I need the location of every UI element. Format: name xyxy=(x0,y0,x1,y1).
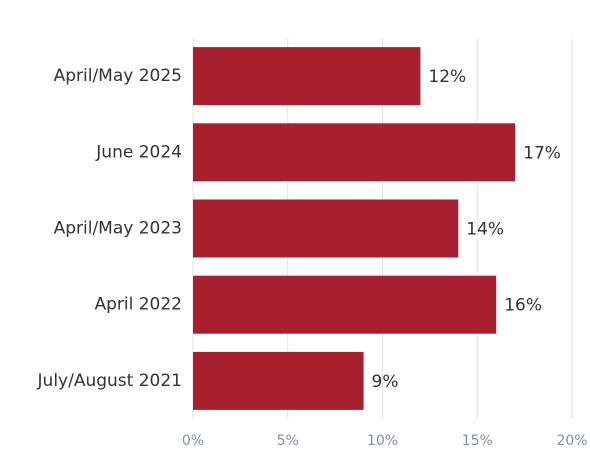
bar xyxy=(193,275,497,334)
bar xyxy=(193,351,364,410)
x-tick-label: 20% xyxy=(556,433,587,449)
x-tick-label: 0% xyxy=(182,433,204,449)
y-tick-label: June 2024 xyxy=(95,142,182,162)
value-label: 16% xyxy=(504,296,542,316)
value-label: 12% xyxy=(428,67,466,87)
value-label: 17% xyxy=(523,143,561,163)
y-tick-label: July/August 2021 xyxy=(37,371,182,391)
x-tick-label: 15% xyxy=(462,433,493,449)
bar xyxy=(193,199,459,258)
value-label: 9% xyxy=(372,372,399,392)
value-label: 14% xyxy=(466,220,504,240)
x-tick-label: 10% xyxy=(367,433,398,449)
y-tick-label: April/May 2023 xyxy=(54,219,182,239)
bar xyxy=(193,123,516,182)
x-tick-label: 5% xyxy=(277,433,299,449)
bar xyxy=(193,47,421,106)
y-tick-label: April/May 2025 xyxy=(54,66,182,86)
y-tick-label: April 2022 xyxy=(94,295,182,315)
